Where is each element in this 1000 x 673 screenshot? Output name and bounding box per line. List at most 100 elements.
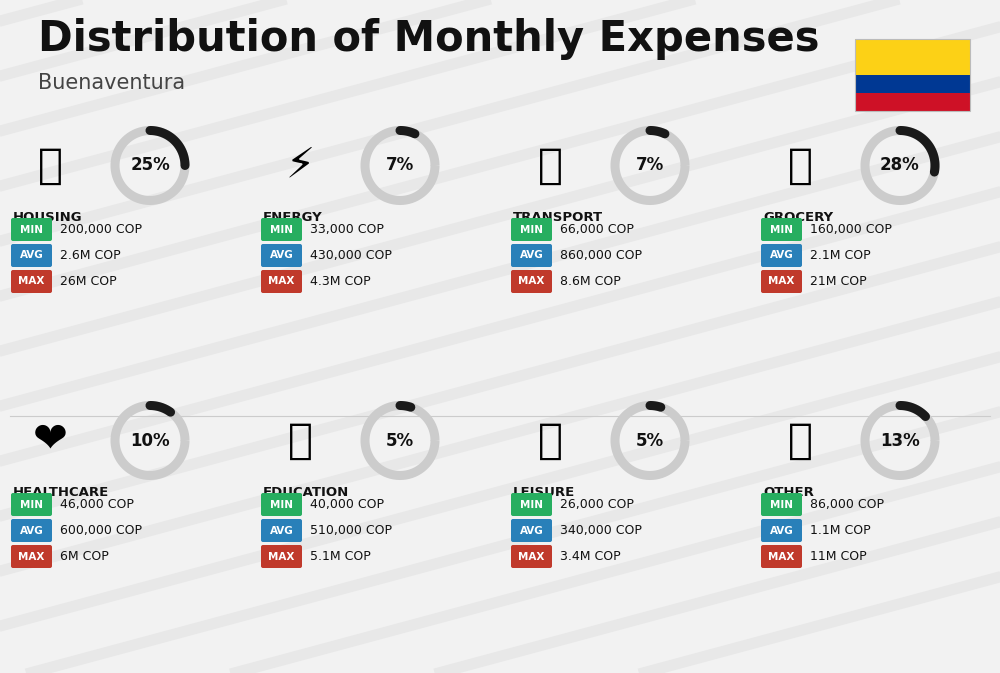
Text: 13%: 13% xyxy=(880,431,920,450)
Text: MIN: MIN xyxy=(270,225,293,234)
Text: 40,000 COP: 40,000 COP xyxy=(310,498,384,511)
Text: 4.3M COP: 4.3M COP xyxy=(310,275,371,288)
Text: AVG: AVG xyxy=(270,250,293,260)
Text: MIN: MIN xyxy=(20,499,43,509)
Text: 5.1M COP: 5.1M COP xyxy=(310,550,371,563)
Text: MAX: MAX xyxy=(18,551,45,561)
FancyBboxPatch shape xyxy=(11,218,52,241)
Text: 🛒: 🛒 xyxy=(788,145,813,186)
Text: 6M COP: 6M COP xyxy=(60,550,109,563)
FancyBboxPatch shape xyxy=(761,218,802,241)
Text: Buenaventura: Buenaventura xyxy=(38,73,185,93)
Text: 2.6M COP: 2.6M COP xyxy=(60,249,121,262)
Text: 26,000 COP: 26,000 COP xyxy=(560,498,634,511)
Text: 33,000 COP: 33,000 COP xyxy=(310,223,384,236)
Text: AVG: AVG xyxy=(270,526,293,536)
Text: ENERGY: ENERGY xyxy=(263,211,323,224)
Text: 28%: 28% xyxy=(880,157,920,174)
FancyBboxPatch shape xyxy=(261,519,302,542)
Text: Distribution of Monthly Expenses: Distribution of Monthly Expenses xyxy=(38,18,820,60)
Text: MAX: MAX xyxy=(518,277,545,287)
Text: 430,000 COP: 430,000 COP xyxy=(310,249,392,262)
Text: MAX: MAX xyxy=(768,551,795,561)
FancyBboxPatch shape xyxy=(261,244,302,267)
FancyBboxPatch shape xyxy=(761,493,802,516)
Text: GROCERY: GROCERY xyxy=(763,211,833,224)
FancyBboxPatch shape xyxy=(261,545,302,568)
Text: 46,000 COP: 46,000 COP xyxy=(60,498,134,511)
FancyBboxPatch shape xyxy=(855,39,970,75)
FancyBboxPatch shape xyxy=(761,545,802,568)
Text: MAX: MAX xyxy=(768,277,795,287)
Text: 21M COP: 21M COP xyxy=(810,275,867,288)
FancyBboxPatch shape xyxy=(511,519,552,542)
Text: OTHER: OTHER xyxy=(763,486,814,499)
FancyBboxPatch shape xyxy=(511,218,552,241)
Text: 🚌: 🚌 xyxy=(538,145,563,186)
Text: MIN: MIN xyxy=(270,499,293,509)
Text: 860,000 COP: 860,000 COP xyxy=(560,249,642,262)
FancyBboxPatch shape xyxy=(511,545,552,568)
Text: 🏗: 🏗 xyxy=(38,145,63,186)
Text: 8.6M COP: 8.6M COP xyxy=(560,275,621,288)
Text: 160,000 COP: 160,000 COP xyxy=(810,223,892,236)
Text: ❤️: ❤️ xyxy=(33,419,68,462)
Text: 🎓: 🎓 xyxy=(288,419,313,462)
Text: EDUCATION: EDUCATION xyxy=(263,486,349,499)
Text: 510,000 COP: 510,000 COP xyxy=(310,524,392,537)
Text: AVG: AVG xyxy=(770,526,793,536)
FancyBboxPatch shape xyxy=(261,218,302,241)
Text: 86,000 COP: 86,000 COP xyxy=(810,498,884,511)
FancyBboxPatch shape xyxy=(11,545,52,568)
Text: 340,000 COP: 340,000 COP xyxy=(560,524,642,537)
Text: AVG: AVG xyxy=(20,526,43,536)
Text: MAX: MAX xyxy=(268,277,295,287)
Text: 🛍: 🛍 xyxy=(538,419,563,462)
Text: 26M COP: 26M COP xyxy=(60,275,117,288)
FancyBboxPatch shape xyxy=(11,519,52,542)
Text: MAX: MAX xyxy=(268,551,295,561)
Text: 💰: 💰 xyxy=(788,419,813,462)
Text: TRANSPORT: TRANSPORT xyxy=(513,211,603,224)
Text: MIN: MIN xyxy=(770,225,793,234)
Text: 11M COP: 11M COP xyxy=(810,550,867,563)
Text: 5%: 5% xyxy=(636,431,664,450)
Text: HOUSING: HOUSING xyxy=(13,211,83,224)
Text: AVG: AVG xyxy=(770,250,793,260)
Text: 600,000 COP: 600,000 COP xyxy=(60,524,142,537)
Text: 5%: 5% xyxy=(386,431,414,450)
Text: MIN: MIN xyxy=(520,499,543,509)
Text: 200,000 COP: 200,000 COP xyxy=(60,223,142,236)
Text: 25%: 25% xyxy=(130,157,170,174)
Text: AVG: AVG xyxy=(520,250,543,260)
FancyBboxPatch shape xyxy=(855,75,970,93)
Text: MAX: MAX xyxy=(18,277,45,287)
FancyBboxPatch shape xyxy=(11,493,52,516)
Text: ⚡: ⚡ xyxy=(286,145,315,186)
Text: HEALTHCARE: HEALTHCARE xyxy=(13,486,109,499)
Text: 7%: 7% xyxy=(636,157,664,174)
FancyBboxPatch shape xyxy=(11,244,52,267)
Text: 3.4M COP: 3.4M COP xyxy=(560,550,621,563)
Text: AVG: AVG xyxy=(20,250,43,260)
Text: 7%: 7% xyxy=(386,157,414,174)
FancyBboxPatch shape xyxy=(261,493,302,516)
Text: MIN: MIN xyxy=(770,499,793,509)
Text: 2.1M COP: 2.1M COP xyxy=(810,249,871,262)
FancyBboxPatch shape xyxy=(511,244,552,267)
Text: AVG: AVG xyxy=(520,526,543,536)
Text: 1.1M COP: 1.1M COP xyxy=(810,524,871,537)
Text: LEISURE: LEISURE xyxy=(513,486,575,499)
Text: MIN: MIN xyxy=(20,225,43,234)
FancyBboxPatch shape xyxy=(761,270,802,293)
FancyBboxPatch shape xyxy=(761,519,802,542)
Text: 10%: 10% xyxy=(130,431,170,450)
Text: MIN: MIN xyxy=(520,225,543,234)
FancyBboxPatch shape xyxy=(855,93,970,111)
Text: 66,000 COP: 66,000 COP xyxy=(560,223,634,236)
FancyBboxPatch shape xyxy=(511,493,552,516)
FancyBboxPatch shape xyxy=(511,270,552,293)
FancyBboxPatch shape xyxy=(11,270,52,293)
Text: MAX: MAX xyxy=(518,551,545,561)
FancyBboxPatch shape xyxy=(761,244,802,267)
